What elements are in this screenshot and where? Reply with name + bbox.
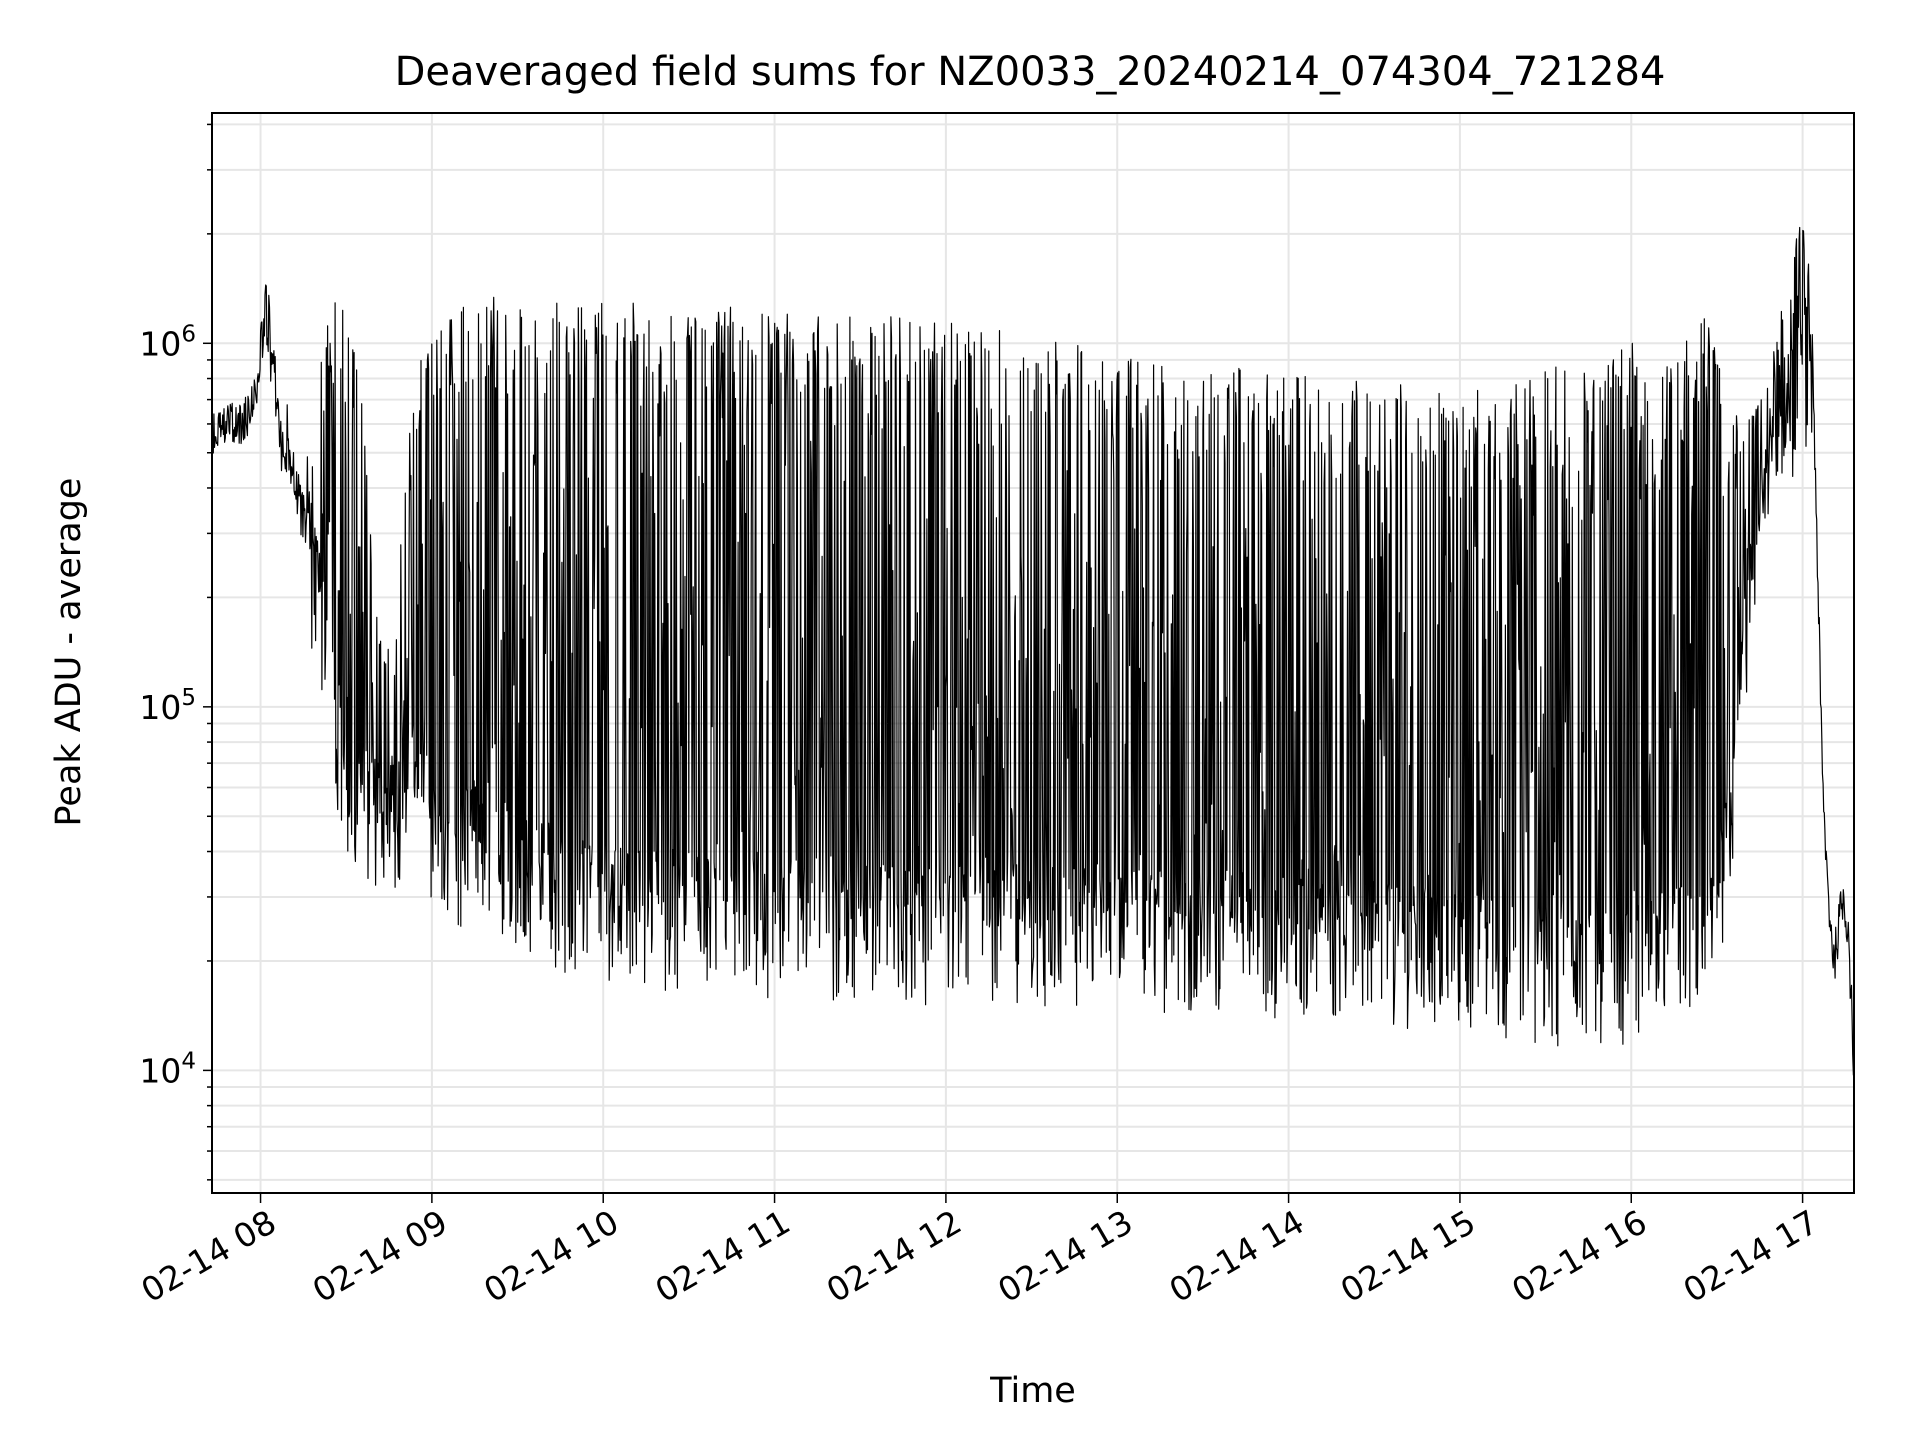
plot-area: 02-14 08 02-14 09 02-14 10 02-14 11 02-14 12…	[135, 112, 1855, 1310]
chart-title: Deaveraged field sums for NZ0033_2024021…	[395, 49, 1666, 95]
series-layer	[211, 226, 1855, 1076]
y-tick-label: 106	[139, 321, 196, 363]
y-tick-label: 104	[139, 1048, 196, 1090]
series-line	[211, 226, 1855, 1076]
y-tick-label: 105	[139, 685, 196, 727]
plot-frame	[211, 112, 1855, 1194]
y-axis: 104 105 106	[139, 123, 212, 1181]
y-axis-label: Peak ADU - average	[49, 478, 89, 827]
x-axis-label: Time	[989, 1371, 1076, 1411]
